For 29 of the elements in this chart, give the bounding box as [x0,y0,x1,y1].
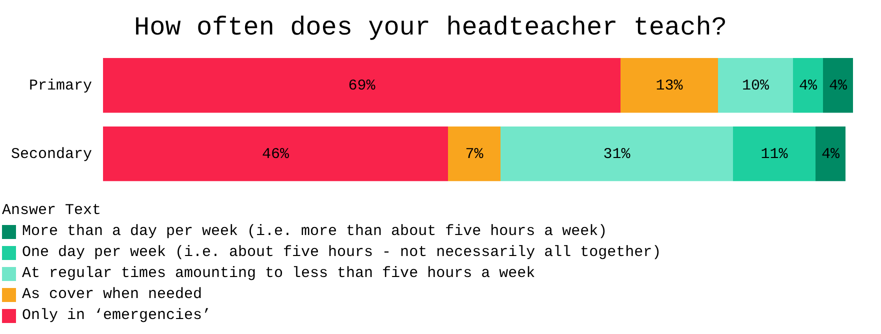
legend-label: Only in ‘emergencies’ [22,306,212,326]
data-label: 69% [348,77,376,94]
legend-label: More than a day per week (i.e. more than about five hours a week) [22,222,608,242]
y-tick-label: Primary [29,77,92,94]
legend-label: At regular times amounting to less than five hours a week [22,264,536,284]
data-label: 4% [821,146,840,163]
bar [823,58,853,113]
data-label: 11% [760,146,789,163]
legend-label: One day per week (i.e. about five hours - not necessarily all together) [22,243,662,263]
data-label: 10% [742,77,770,94]
data-label: 46% [262,146,290,163]
data-label: 4% [798,77,818,94]
data-label: 31% [603,146,632,163]
bar [103,58,621,113]
bar [448,126,501,182]
data-label: 13% [656,77,684,94]
bar [793,58,823,113]
chart-title: How often does your headteacher teach? [134,12,727,42]
legend-label: As cover when needed [22,285,202,305]
bar [103,126,448,182]
bar [733,126,816,182]
bar [620,58,718,113]
legend-title: Answer Text [2,201,102,221]
bar [816,126,846,182]
data-label: 7% [465,146,484,163]
y-tick-label: Secondary [11,146,92,163]
data-label: 4% [828,77,848,94]
bar [718,58,793,113]
bar [500,126,733,182]
